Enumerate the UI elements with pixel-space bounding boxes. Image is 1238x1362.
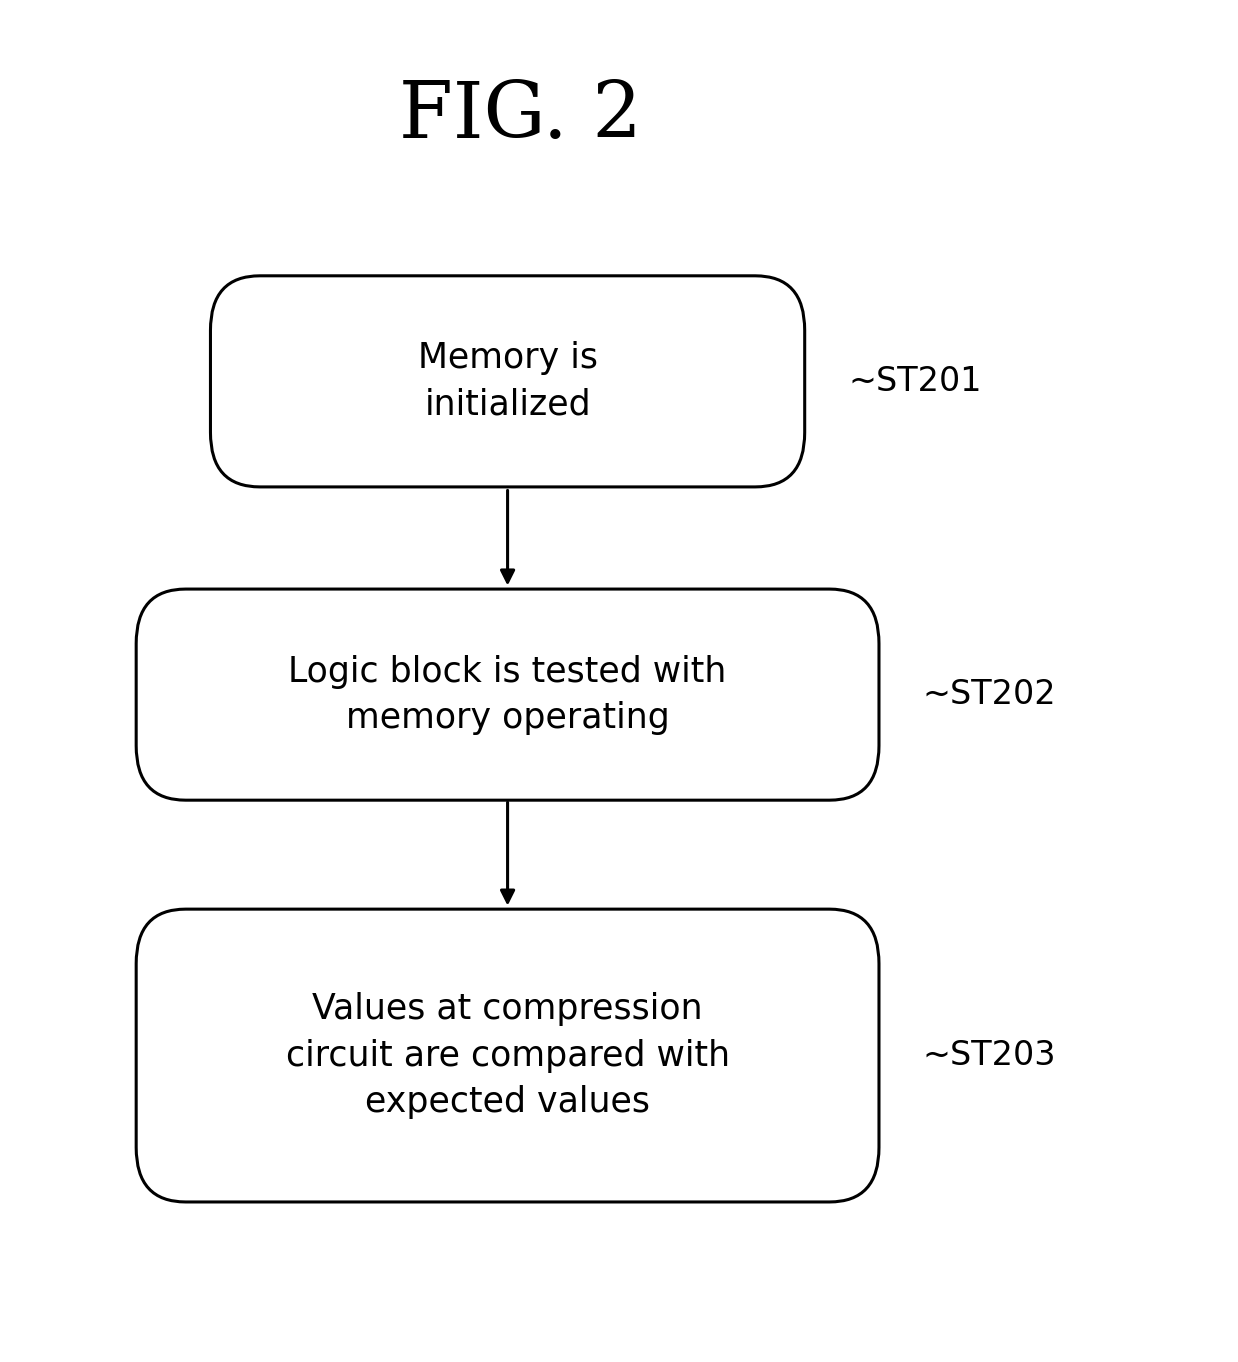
FancyBboxPatch shape — [136, 588, 879, 801]
Text: Values at compression
circuit are compared with
expected values: Values at compression circuit are compar… — [286, 993, 729, 1118]
FancyBboxPatch shape — [136, 910, 879, 1203]
Text: ∼ST202: ∼ST202 — [922, 678, 1056, 711]
Text: FIG. 2: FIG. 2 — [399, 78, 641, 154]
Text: ∼ST201: ∼ST201 — [848, 365, 982, 398]
Text: Logic block is tested with
memory operating: Logic block is tested with memory operat… — [288, 655, 727, 734]
FancyBboxPatch shape — [210, 276, 805, 488]
Text: Memory is
initialized: Memory is initialized — [417, 342, 598, 421]
Text: ∼ST203: ∼ST203 — [922, 1039, 1056, 1072]
